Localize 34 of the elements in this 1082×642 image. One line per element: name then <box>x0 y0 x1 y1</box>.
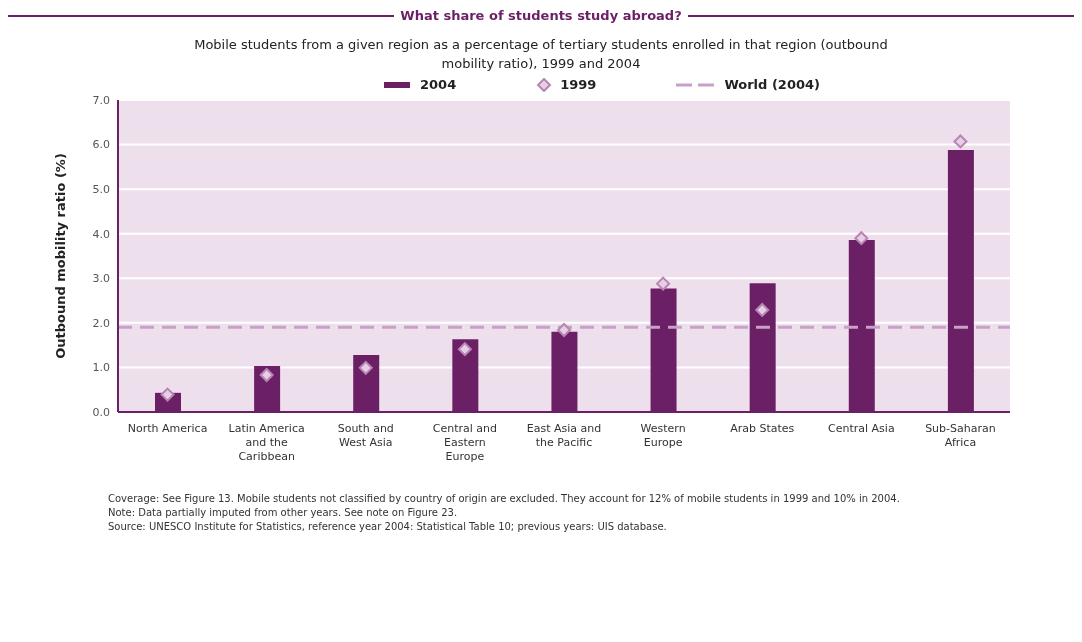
point <box>457 342 472 357</box>
y-axis-title: Outbound mobility ratio (%) <box>52 153 68 359</box>
x-tick-label: Arab States <box>730 422 795 435</box>
point <box>358 360 373 375</box>
x-tick-label: North America <box>127 422 208 435</box>
legend-label: World (2004) <box>724 77 820 92</box>
y-tick-label: 0.0 <box>92 405 110 419</box>
point <box>854 231 869 246</box>
text: Note: Data partially imputed from other years. See note on Figure 23. <box>108 506 459 520</box>
source-note: Source: UNESCO Institute for Statistics, reference year 2004: Statistical Table 10; previous years: UIS database. <box>108 520 668 534</box>
y-tick-label: 3.0 <box>92 272 110 286</box>
text: Coverage: See Figure 13. Mobile students not classified by country of origin are excluded. They account for 12% of mobile students in 1999 and 10% in 2004. <box>108 492 901 506</box>
point <box>656 276 671 291</box>
y-tick-label: 5.0 <box>92 183 110 197</box>
chart-subtitle: Mobile students from a given region as a percentage of tertiary students enrolled in that region (outbound mobility ratio), 1999 and 2004 <box>193 36 889 73</box>
legend-label: 1999 <box>560 77 597 92</box>
x-tick-label: Western Europe <box>640 422 686 449</box>
x-tick-label: Central Asia <box>828 422 895 435</box>
y-tick-label: 4.0 <box>92 227 110 241</box>
x-tick-label: Sub-Saharan Africa <box>925 422 996 449</box>
legend-label: 2004 <box>420 77 457 92</box>
y-tick-label: 7.0 <box>92 93 110 107</box>
x-tick-label: East Asia and the Pacific <box>526 422 602 449</box>
y-tick-label: 1.0 <box>92 361 110 375</box>
x-tick-label: Central and Eastern Europe <box>432 422 498 463</box>
point <box>557 322 571 337</box>
point <box>755 302 770 317</box>
x-tick-label: Latin America and the Caribbean <box>228 422 305 463</box>
x-tick-label: South and West Asia <box>337 422 394 449</box>
chart-title: What share of students study abroad? <box>400 8 682 23</box>
y-tick-label: 2.0 <box>92 316 110 330</box>
point <box>259 368 274 383</box>
y-tick-label: 6.0 <box>92 138 110 152</box>
point <box>953 134 968 149</box>
